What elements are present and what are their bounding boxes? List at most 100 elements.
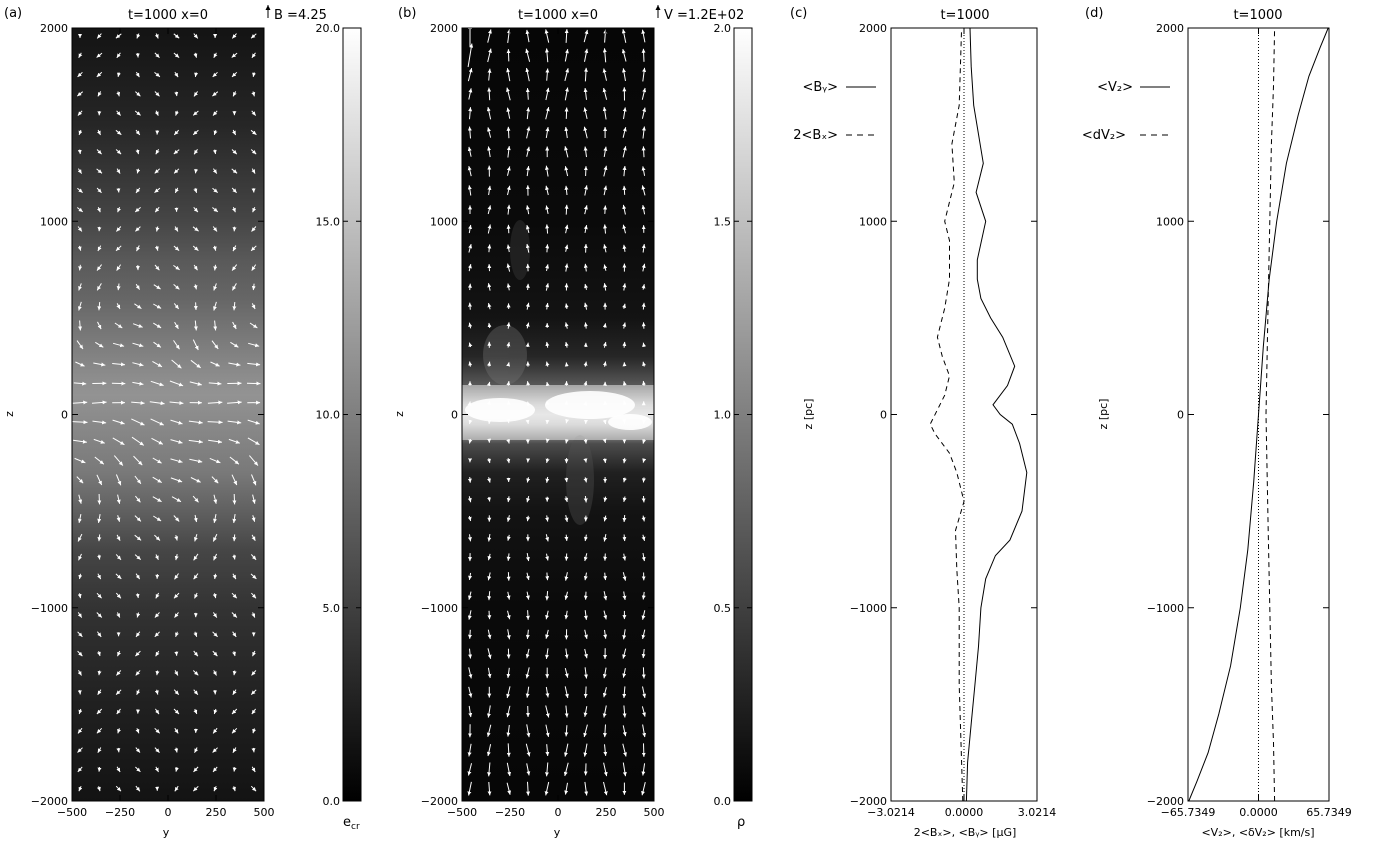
vecB-vector-arrow <box>583 380 588 386</box>
panel-d-legend: <V₂> <dV₂> <box>1082 80 1170 143</box>
vecB-vector-arrow <box>641 763 646 776</box>
vecA-vector-arrow <box>115 245 122 252</box>
vecB-vector-arrow <box>487 127 492 138</box>
vecB-vector-arrow <box>468 438 473 444</box>
vecB-vector-arrow <box>563 762 569 777</box>
vecB-vector-arrow <box>545 476 550 483</box>
vecA-vector-arrow <box>193 534 198 542</box>
vecB-vector-arrow <box>622 477 627 483</box>
axC-ytick-label-4: −2000 <box>850 795 887 808</box>
vecA-vector-arrow <box>251 91 256 97</box>
vecA-vector-arrow <box>154 689 159 695</box>
vecA-vector-arrow <box>250 149 257 155</box>
vecB-vector-arrow <box>468 705 473 718</box>
vecA-vector-arrow <box>251 612 256 618</box>
vecB-vector-arrow <box>487 477 491 483</box>
vecB-vector-arrow <box>545 648 549 659</box>
vecA-vector-arrow <box>250 573 257 580</box>
vecA-vector-arrow <box>78 553 83 561</box>
vecA-vector-arrow <box>116 612 121 618</box>
vecB-vector-arrow <box>564 204 569 215</box>
vecB-vector-arrow <box>545 381 550 387</box>
vecA-vector-arrow <box>154 554 159 561</box>
vecB-vector-arrow <box>487 496 491 502</box>
vecB-vector-arrow <box>526 763 531 776</box>
vecB-vector-arrow <box>506 185 511 196</box>
vecB-vector-arrow <box>583 458 588 463</box>
vecB-vector-arrow <box>487 224 492 234</box>
vecB-vector-arrow <box>525 67 530 82</box>
vecA-vector-arrow <box>232 573 237 580</box>
vecB-vector-arrow <box>467 43 474 68</box>
vecA-vector-arrow <box>115 129 122 136</box>
vecB-vector-arrow <box>603 165 608 177</box>
vecB-vector-arrow <box>468 322 473 329</box>
vecB-vector-arrow <box>642 724 647 738</box>
vecB-vector-arrow <box>622 185 627 195</box>
vecA-vector-arrow <box>96 52 103 58</box>
vecB-vector-arrow <box>622 341 627 348</box>
vecB-vector-arrow <box>603 244 608 253</box>
vecA-vector-arrow <box>232 689 237 696</box>
vecB-vector-arrow <box>545 534 550 542</box>
vecB-vector-arrow <box>641 48 646 62</box>
vecA-vector-arrow <box>251 592 257 599</box>
vecA-vector-arrow <box>248 342 260 348</box>
vecB-vector-arrow <box>602 687 607 698</box>
vecB-vector-arrow <box>602 438 607 444</box>
vecA-vector-arrow <box>173 689 180 696</box>
vecB-vector-arrow <box>564 185 569 196</box>
vecB-vector-arrow <box>545 127 550 138</box>
cbA-label-3: 5.0 <box>323 602 341 615</box>
vecA-vector-arrow <box>192 226 199 232</box>
vecB-vector-arrow <box>468 302 473 310</box>
vecB-vector-arrow <box>525 88 530 100</box>
vecA-vector-arrow <box>154 727 161 734</box>
vecB-vector-arrow <box>525 743 531 757</box>
vecA-vector-arrow <box>250 554 257 561</box>
vecA-vector-arrow <box>77 187 83 193</box>
vecB-vector-arrow <box>622 572 627 581</box>
vecA-vector-arrow <box>213 573 218 580</box>
vecA-vector-arrow <box>136 245 141 252</box>
vecA-vector-arrow <box>192 129 199 136</box>
vecB-vector-arrow <box>467 263 472 272</box>
vecA-vector-arrow <box>213 708 218 715</box>
vecA-vector-arrow <box>131 418 145 426</box>
vecA-vector-arrow <box>136 612 141 618</box>
vecA-vector-arrow <box>116 303 121 310</box>
vecB-vector-arrow <box>603 29 608 43</box>
vecA-vector-arrow <box>232 747 237 753</box>
vecA-vector-arrow <box>251 474 257 486</box>
vecA-vector-arrow <box>232 245 237 252</box>
vecA-vector-arrow <box>132 323 143 328</box>
vecA-vector-arrow <box>192 339 199 351</box>
vecB-vector-arrow <box>468 342 473 348</box>
vecA-vector-arrow <box>193 91 199 97</box>
vecB-vector-arrow <box>641 667 646 679</box>
vecB-vector-arrow <box>526 401 531 406</box>
vecA-vector-arrow <box>153 303 162 309</box>
vecA-vector-arrow <box>174 612 179 618</box>
vecA-vector-arrow <box>116 72 121 78</box>
vecA-vector-arrow <box>207 400 223 405</box>
vecA-vector-arrow <box>228 362 241 367</box>
vecA-vector-arrow <box>135 149 140 155</box>
vecA-vector-arrow <box>72 420 88 425</box>
vecB-vector-arrow <box>506 126 511 139</box>
vecB-vector-arrow <box>467 515 472 522</box>
vecB-vector-arrow <box>602 48 607 63</box>
vecB-vector-arrow <box>525 322 530 329</box>
vecB-vector-arrow <box>545 224 550 234</box>
vecB-vector-arrow <box>641 107 647 119</box>
vecA-vector-arrow <box>150 380 164 387</box>
axB-ytick-label-3: −1000 <box>421 602 458 615</box>
vecB-vector-arrow <box>486 724 492 737</box>
vecB-vector-arrow <box>525 610 530 620</box>
vecB-vector-arrow <box>602 341 607 348</box>
vecA-vector-arrow <box>133 455 143 466</box>
vecB-vector-arrow <box>506 146 511 158</box>
vecB-vector-arrow <box>603 591 608 601</box>
vecA-vector-arrow <box>169 380 184 387</box>
vecA-vector-arrow <box>174 321 179 330</box>
